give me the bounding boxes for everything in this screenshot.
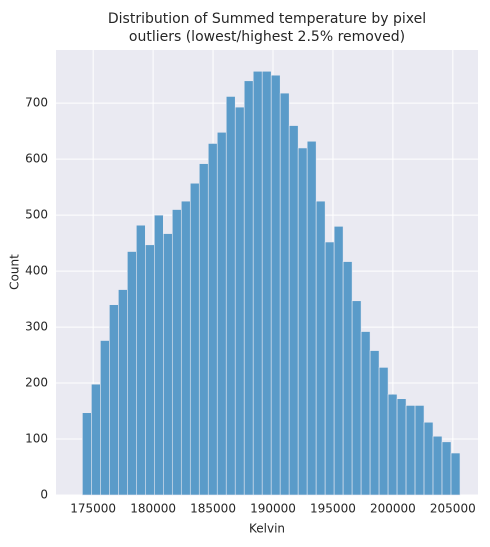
bar [234, 106, 245, 496]
bar [100, 340, 110, 496]
bar [261, 70, 272, 496]
x-tick-label: 205000 [430, 502, 476, 516]
bar [118, 289, 128, 496]
bar [297, 147, 308, 496]
bar [396, 398, 407, 496]
bar [109, 304, 119, 496]
bar [315, 200, 326, 496]
bar [136, 224, 146, 496]
bar [171, 209, 182, 496]
bar [91, 383, 101, 496]
bar [423, 421, 434, 496]
bar [279, 92, 290, 496]
y-tick-label: 400 [25, 264, 48, 278]
x-tick-label: 180000 [130, 502, 176, 516]
bar [127, 251, 137, 496]
y-tick-label: 200 [25, 376, 48, 390]
chart-title: Distribution of Summed temperature by pi… [108, 11, 426, 27]
bar [207, 143, 218, 496]
y-tick-label: 600 [25, 152, 48, 166]
bar [441, 441, 452, 496]
bar [360, 331, 371, 496]
y-tick-label: 0 [40, 488, 48, 502]
y-tick-label: 700 [25, 96, 48, 110]
x-tick-label: 200000 [370, 502, 416, 516]
bar [369, 350, 380, 496]
bar [342, 261, 353, 496]
bar [180, 200, 191, 496]
bar [333, 226, 344, 496]
x-tick-label: 190000 [250, 502, 296, 516]
bar [225, 96, 236, 496]
bar [378, 367, 389, 496]
chart-title: outliers (lowest/highest 2.5% removed) [129, 29, 405, 45]
bar [198, 163, 209, 496]
bar [145, 244, 155, 496]
bar [450, 452, 461, 496]
bar [216, 131, 227, 496]
bar [414, 405, 425, 496]
x-tick-label: 175000 [70, 502, 116, 516]
bar [405, 405, 416, 496]
y-tick-label: 500 [25, 208, 48, 222]
bar [270, 74, 281, 496]
y-tick-label: 100 [25, 432, 48, 446]
y-tick-label: 300 [25, 320, 48, 334]
bar [154, 214, 164, 496]
y-axis-label: Count [8, 254, 22, 290]
bar [387, 393, 398, 496]
bar [324, 241, 335, 496]
bar [243, 80, 254, 496]
bar [189, 182, 200, 496]
bar [82, 412, 92, 496]
bar [162, 233, 173, 496]
bar [432, 435, 443, 496]
bar [306, 140, 317, 496]
bar [351, 300, 362, 496]
x-tick-label: 195000 [310, 502, 356, 516]
bar [252, 70, 263, 496]
x-tick-label: 185000 [190, 502, 236, 516]
bar [288, 125, 299, 496]
x-axis-label: Kelvin [249, 522, 285, 536]
